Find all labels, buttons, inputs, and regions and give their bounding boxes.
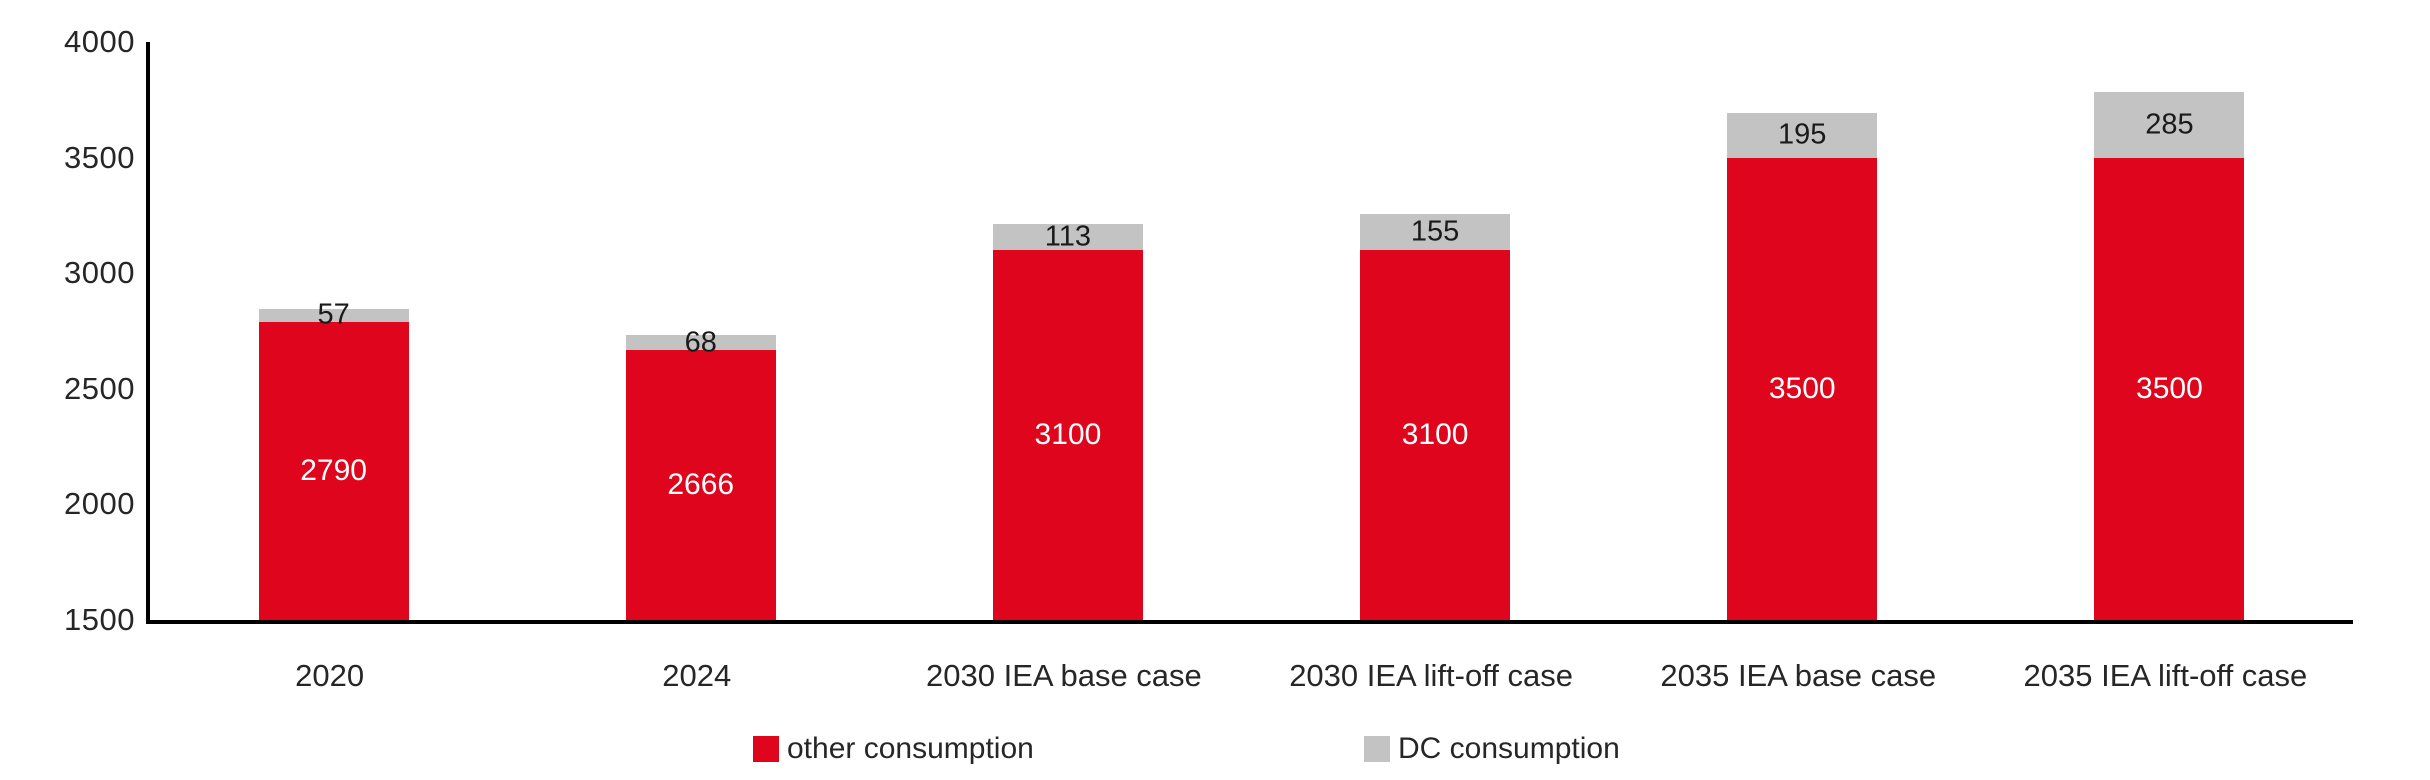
dc-consumption-value-label: 155 [1410, 215, 1460, 248]
bar-stack: 3100 113 [992, 220, 1143, 620]
dc-consumption-value-label: 57 [317, 298, 350, 331]
y-axis-tick-labels: 4000 3500 3000 2500 2000 1500 [0, 24, 135, 637]
dc-consumption-swatch-icon [1364, 736, 1390, 762]
legend-label-other-consumption: other consumption [787, 732, 1034, 765]
y-axis-tick-label: 3500 [64, 139, 135, 175]
other-consumption-bar-segment [258, 321, 409, 620]
x-axis-category-labels: 2020 2024 2030 IEA base case 2030 IEA lift-… [146, 658, 2353, 698]
legend-label-dc-consumption: DC consumption [1398, 732, 1620, 765]
x-axis-category-label: 2030 IEA lift-off case [1289, 658, 1573, 693]
y-axis-tick-label: 3000 [64, 255, 135, 291]
y-axis-tick-label: 2500 [64, 370, 135, 406]
other-consumption-value-label: 2790 [300, 453, 367, 487]
other-consumption-value-label: 3500 [2136, 371, 2203, 405]
dc-consumption-value-label: 68 [684, 326, 717, 359]
dc-consumption-bar-segment [1360, 214, 1511, 251]
dc-consumption-bar-segment [2094, 91, 2245, 158]
bar-stack: 2666 68 [625, 328, 776, 620]
dc-consumption-value-label: 285 [2145, 108, 2194, 141]
x-axis-category-label: 2035 IEA lift-off case [2023, 658, 2308, 693]
other-consumption-bar-segment [1360, 250, 1511, 620]
y-axis-tick-label: 2000 [64, 486, 135, 522]
other-consumption-swatch-icon [753, 736, 779, 762]
dc-consumption-bar-segment [992, 223, 1143, 251]
x-axis-category-label: 2024 [662, 658, 732, 693]
dc-consumption-value-label: 113 [1044, 220, 1092, 253]
other-consumption-value-label: 3100 [1034, 418, 1102, 452]
bar-stack: 3100 155 [1360, 214, 1511, 620]
plot-area: 2790 57 2666 68 3100 113 3100 155 3500 195 3500 285 [146, 42, 2353, 624]
bar-stack: 2790 57 [258, 300, 409, 620]
legend-item-other-consumption: other consumption [753, 732, 1034, 766]
legend: other consumption DC consumption [0, 732, 2430, 772]
bar-stack: 3500 285 [2094, 91, 2245, 620]
dc-consumption-bar-segment [258, 308, 409, 322]
legend-item-dc-consumption: DC consumption [1364, 732, 1620, 766]
other-consumption-value-label: 2666 [667, 468, 735, 502]
other-consumption-value-label: 3500 [1768, 371, 1836, 405]
x-axis-category-label: 2020 [295, 658, 365, 693]
x-axis-category-label: 2035 IEA base case [1660, 658, 1937, 693]
other-consumption-bar-segment [2094, 157, 2245, 620]
other-consumption-bar-segment [625, 350, 776, 620]
x-axis-category-label: 2030 IEA base case [926, 658, 1202, 693]
bar-stack: 3500 195 [1727, 112, 1878, 620]
other-consumption-bar-segment [1727, 157, 1878, 620]
dc-consumption-bar-segment [625, 334, 776, 351]
dc-consumption-bar-segment [1727, 112, 1878, 158]
y-axis-tick-label: 1500 [64, 602, 135, 637]
dc-consumption-value-label: 195 [1778, 118, 1827, 151]
other-consumption-value-label: 3100 [1401, 418, 1469, 452]
y-axis-tick-label: 4000 [64, 24, 135, 59]
other-consumption-bar-segment [992, 250, 1143, 620]
